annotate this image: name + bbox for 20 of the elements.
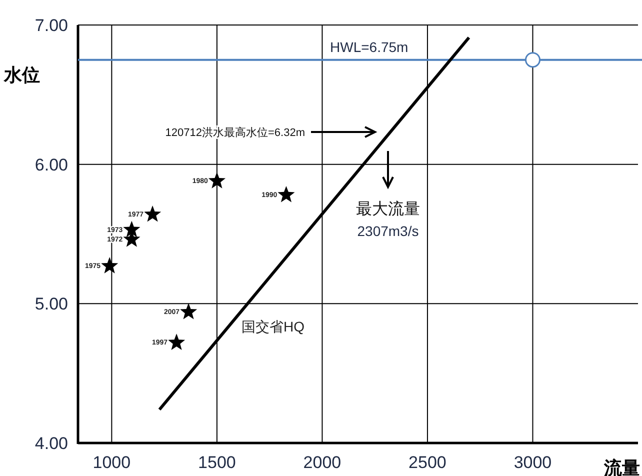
point <box>123 220 140 238</box>
x-tick-label: 2500 <box>408 453 446 472</box>
annotation: 最大流量 2307m3/s <box>356 200 420 239</box>
series-label: 国交省HQ <box>242 318 305 335</box>
y-axis-title: 水位 <box>3 65 40 85</box>
y-tick-label: 4.00 <box>34 434 68 453</box>
point <box>168 334 186 350</box>
x-tick-label: 1000 <box>92 453 131 472</box>
point <box>208 172 226 188</box>
point <box>101 257 118 274</box>
ref-line-label: HWL=6.75m <box>330 38 408 55</box>
point <box>144 205 162 222</box>
y-tick-label: 5.00 <box>34 294 68 314</box>
x-tick-label: 3000 <box>514 453 552 472</box>
point <box>278 186 295 202</box>
point <box>180 303 198 320</box>
x-tick-label: 2000 <box>303 453 342 472</box>
y-tick-label: 7.00 <box>34 16 68 35</box>
y-tick-label: 6.00 <box>34 155 68 174</box>
x-tick-label: 1500 <box>198 453 236 472</box>
